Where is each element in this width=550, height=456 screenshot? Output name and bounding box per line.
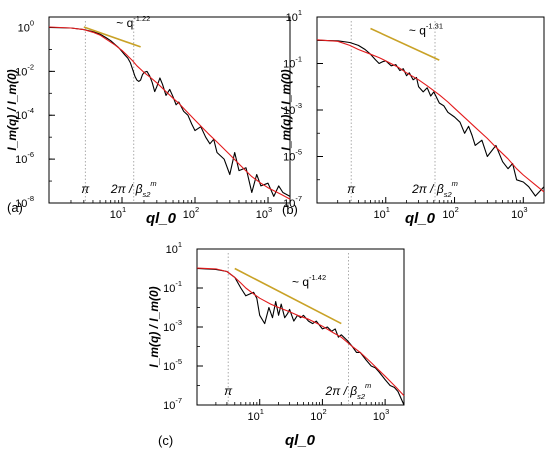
y-tick-label: 10-5 — [163, 357, 182, 373]
y-tick-label: 10-7 — [163, 396, 182, 412]
y-tick-label: 10-6 — [15, 150, 34, 166]
slope-line — [234, 267, 342, 325]
y-tick-label: 100 — [18, 18, 34, 34]
x-axis-label: ql_0 — [146, 210, 177, 227]
y-tick-label: 10-5 — [283, 148, 302, 164]
x-tick-label: 101 — [110, 205, 126, 221]
panel-label: (b) — [282, 202, 298, 217]
y-axis-label: I_m(q) / I_m(0) — [5, 69, 19, 150]
annotation-label: 2π / βs2m — [411, 179, 458, 199]
y-tick-label: 101 — [166, 240, 182, 256]
panel-c: 101 102 103 101 10-1 10-3 10-5 10-7 ~ q-1.42 π 2π … — [147, 240, 405, 449]
y-tick-label: 10-1 — [283, 55, 302, 71]
annotation-label: π — [347, 182, 356, 196]
slope-line — [83, 26, 141, 48]
y-tick-label: 10-1 — [163, 279, 182, 295]
y-tick-label: 10-4 — [15, 106, 34, 122]
x-tick-label: 102 — [310, 407, 326, 423]
x-tick-label: 101 — [374, 205, 390, 221]
x-tick-label: 103 — [373, 407, 389, 423]
x-tick-label: 102 — [183, 205, 199, 221]
x-axis-label: ql_0 — [405, 210, 436, 227]
x-tick-label: 103 — [256, 205, 272, 221]
y-tick-label: 10-8 — [15, 194, 34, 210]
y-axis-label: I_m(q) / I_m(0) — [147, 286, 161, 367]
panel-b: 101 102 103 101 10-1 10-3 10-5 10-7 ~ q-1.31 π 2π … — [279, 8, 545, 227]
x-tick-label: 101 — [247, 407, 263, 423]
y-tick-label: 10-3 — [163, 318, 182, 334]
annotation-label: π — [81, 182, 90, 196]
slope-label: ~ q-1.42 — [292, 273, 326, 289]
x-tick-label: 102 — [442, 205, 458, 221]
y-axis-label: I_m(q) / I_m(0) — [279, 69, 293, 150]
y-tick-label: 10-7 — [283, 194, 302, 210]
slope-label: ~ q-1.31 — [409, 21, 443, 37]
panel-a: 101 102 103 100 10-2 10-4 10-6 10-8 ~ q-1.22 π 2π … — [5, 14, 291, 227]
plot-frame — [48, 16, 291, 204]
x-tick-label: 103 — [511, 205, 527, 221]
y-tick-label: 10-3 — [283, 101, 302, 117]
annotation-label: 2π / βs2m — [325, 381, 372, 401]
y-tick-label: 10-2 — [15, 62, 34, 78]
x-axis-label: ql_0 — [285, 432, 316, 449]
fit-curve — [48, 26, 291, 200]
y-tick-label: 101 — [286, 8, 302, 24]
annotation-label: 2π / βs2m — [110, 179, 157, 199]
data-curve — [316, 39, 545, 197]
slope-line — [370, 27, 440, 61]
annotation-label: π — [224, 384, 233, 398]
fit-curve — [196, 267, 405, 397]
slope-label: ~ q-1.22 — [116, 14, 150, 30]
fit-curve — [316, 39, 545, 193]
panel-label: (a) — [7, 200, 23, 215]
panel-label: (c) — [158, 433, 173, 448]
